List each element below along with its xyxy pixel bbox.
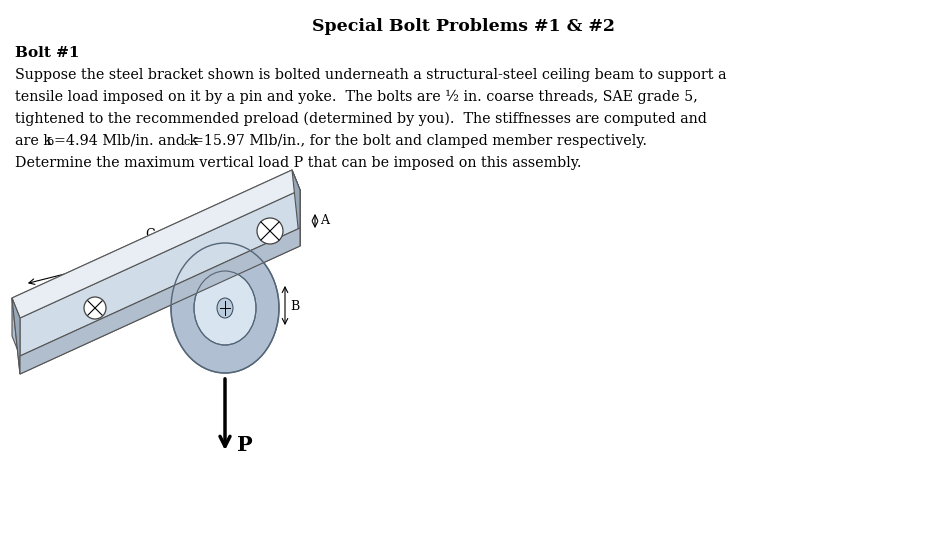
Ellipse shape: [194, 271, 256, 345]
Ellipse shape: [84, 297, 106, 319]
Text: Suppose the steel bracket shown is bolted underneath a structural-steel ceiling : Suppose the steel bracket shown is bolte…: [15, 68, 727, 82]
Text: tensile load imposed on it by a pin and yoke.  The bolts are ½ in. coarse thread: tensile load imposed on it by a pin and …: [15, 90, 698, 104]
Polygon shape: [20, 190, 300, 356]
Text: tightened to the recommended preload (determined by you).  The stiffnesses are c: tightened to the recommended preload (de…: [15, 112, 707, 126]
Polygon shape: [20, 190, 300, 356]
Polygon shape: [12, 298, 20, 374]
Text: c: c: [184, 137, 190, 147]
Polygon shape: [20, 190, 300, 356]
Text: B: B: [290, 300, 299, 312]
Text: are k: are k: [15, 134, 52, 148]
Polygon shape: [12, 170, 300, 318]
Text: =15.97 Mlb/in., for the bolt and clamped member respectively.: =15.97 Mlb/in., for the bolt and clamped…: [192, 134, 647, 148]
Text: d: d: [127, 301, 135, 314]
Text: Determine the maximum vertical load P that can be imposed on this assembly.: Determine the maximum vertical load P th…: [15, 156, 582, 170]
Polygon shape: [292, 170, 300, 246]
Text: A: A: [320, 215, 329, 228]
Text: =4.94 Mlb/in. and k: =4.94 Mlb/in. and k: [54, 134, 198, 148]
Text: P: P: [237, 435, 253, 455]
Polygon shape: [292, 170, 300, 246]
Text: Bolt #1: Bolt #1: [15, 46, 80, 60]
Polygon shape: [12, 298, 20, 356]
Polygon shape: [20, 228, 300, 374]
Ellipse shape: [257, 218, 283, 244]
Text: b: b: [47, 137, 54, 147]
Ellipse shape: [171, 243, 279, 373]
Polygon shape: [20, 228, 300, 374]
Text: Special Bolt Problems #1 & #2: Special Bolt Problems #1 & #2: [311, 18, 615, 35]
Polygon shape: [12, 170, 300, 318]
Ellipse shape: [217, 298, 233, 318]
Text: C: C: [145, 228, 155, 241]
Polygon shape: [12, 170, 300, 318]
Polygon shape: [12, 298, 20, 374]
